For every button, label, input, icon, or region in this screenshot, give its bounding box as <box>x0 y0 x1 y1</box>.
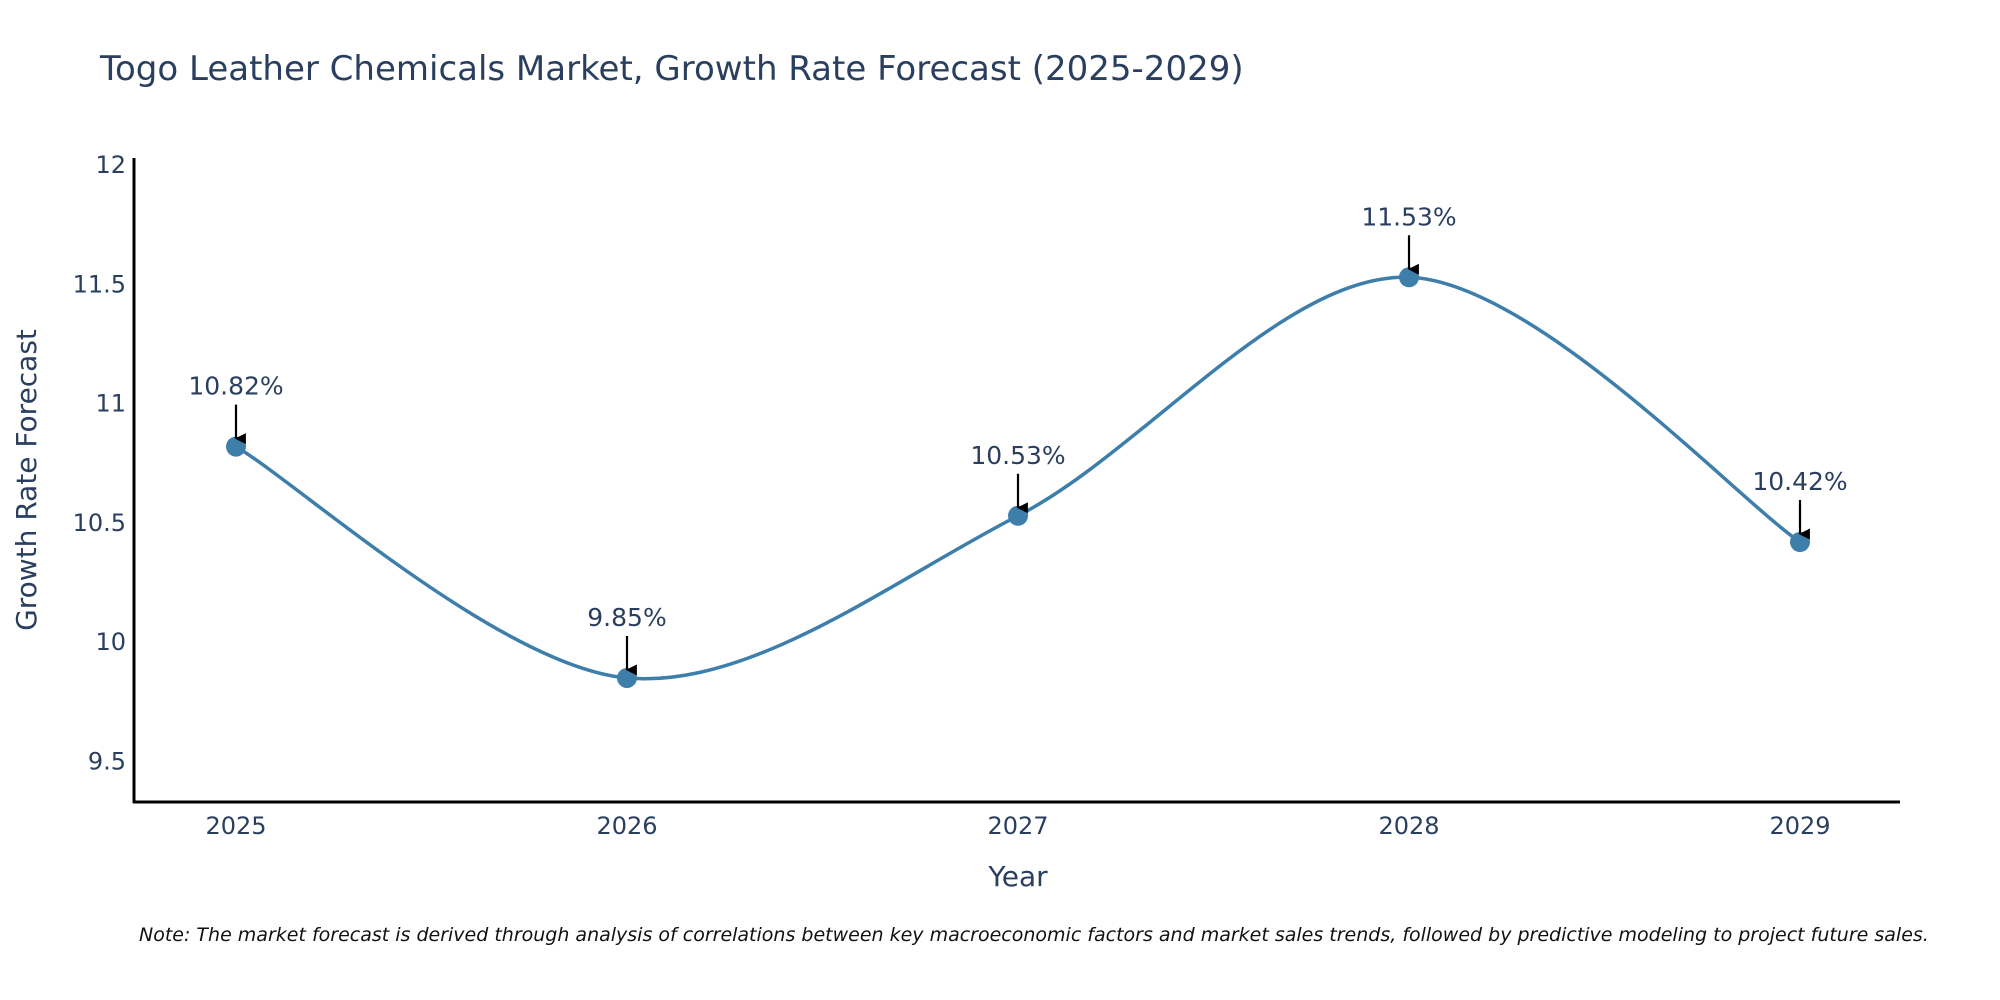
data-label: 10.53% <box>970 441 1065 470</box>
data-label: 10.42% <box>1752 467 1847 496</box>
y-tick-label: 11.5 <box>73 270 126 298</box>
y-tick-label: 11 <box>95 390 126 418</box>
y-axis-title: Growth Rate Forecast <box>10 329 43 631</box>
forecast-note: Note: The market forecast is derived thr… <box>139 924 1929 946</box>
x-axis-ticks: 2025 2026 2027 2028 2029 <box>205 812 1830 840</box>
chart-title: Togo Leather Chemicals Market, Growth Ra… <box>99 49 1244 89</box>
data-point-marker <box>617 667 637 688</box>
x-tick-label: 2025 <box>205 812 266 840</box>
data-point-marker <box>1790 532 1810 553</box>
y-tick-label: 12 <box>95 151 126 179</box>
x-tick-label: 2028 <box>1378 812 1439 840</box>
y-tick-label: 10 <box>95 628 126 656</box>
data-point-marker <box>226 436 246 457</box>
x-axis-title: Year <box>987 860 1048 893</box>
y-tick-label: 10.5 <box>73 509 126 537</box>
data-label: 11.53% <box>1361 202 1456 231</box>
data-point-marker <box>1399 267 1419 288</box>
y-axis-ticks: 9.5 10 10.5 11 11.5 12 <box>73 151 126 775</box>
x-tick-label: 2026 <box>596 812 657 840</box>
data-label: 9.85% <box>587 603 666 632</box>
x-tick-label: 2029 <box>1769 812 1830 840</box>
y-tick-label: 9.5 <box>88 747 126 775</box>
x-tick-label: 2027 <box>987 812 1048 840</box>
data-annotations: 10.82% 9.85% 10.53% 11.53% 10.42% <box>188 202 1848 676</box>
data-label: 10.82% <box>188 372 283 401</box>
data-point-marker <box>1008 505 1028 526</box>
